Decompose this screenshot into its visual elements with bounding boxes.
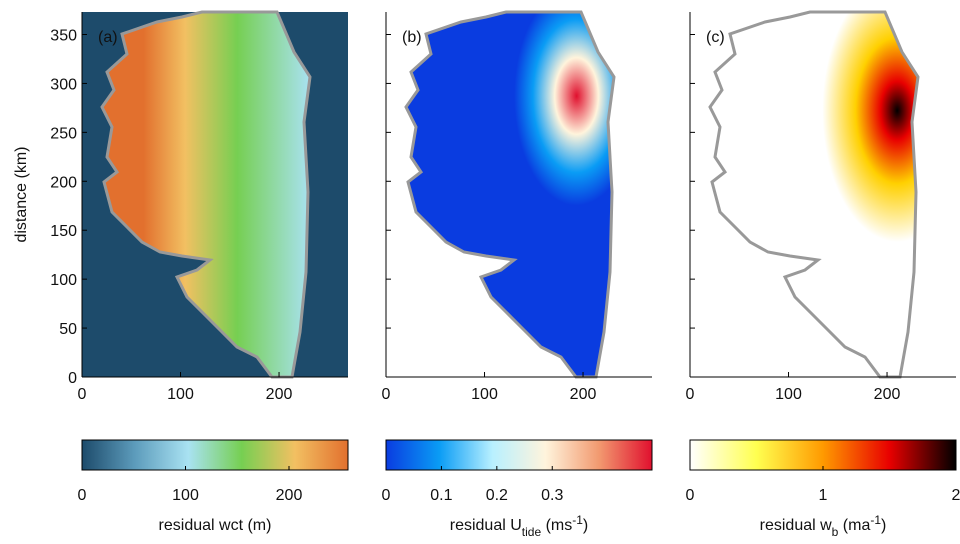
colorbar-label-part: residual wct (m) xyxy=(159,517,272,534)
colorbar-label-part: tide xyxy=(522,525,542,539)
x-tick-label: 200 xyxy=(266,386,293,403)
colorbar-label: residual Utide (ms-1) xyxy=(450,513,589,539)
colorbar-tick-label: 2 xyxy=(952,487,960,504)
y-tick-label: 100 xyxy=(50,272,77,289)
x-tick-label: 0 xyxy=(78,386,87,403)
colorbar xyxy=(385,439,653,471)
maps xyxy=(82,10,920,379)
y-tick-label: 0 xyxy=(68,370,77,387)
colorbar-label-part: b xyxy=(832,525,839,539)
colorbar-tick-label: 100 xyxy=(172,487,199,504)
y-tick-label: 300 xyxy=(50,76,77,93)
colorbar-label: residual wb (ma-1) xyxy=(760,513,887,539)
colorbar-label-part: residual w xyxy=(760,517,832,534)
colorbar-tick-label: 1 xyxy=(819,487,828,504)
panel-label: (b) xyxy=(402,29,422,46)
y-tick-label: 150 xyxy=(50,223,77,240)
x-tick-label: 0 xyxy=(382,386,391,403)
colorbar-label-part: (ma xyxy=(838,517,870,534)
map-a xyxy=(82,10,348,379)
colorbar-label-part: ) xyxy=(583,517,588,534)
panel-label: (c) xyxy=(706,29,725,46)
colorbar-tick-label: 200 xyxy=(276,487,303,504)
y-axis-label: distance (km) xyxy=(13,146,30,242)
colorbar-tick-label: 0 xyxy=(382,487,391,504)
x-tick-label: 100 xyxy=(775,386,802,403)
colorbar-tick-label: 0 xyxy=(686,487,695,504)
colorbar-label-part: residual U xyxy=(450,517,522,534)
x-tick-label: 100 xyxy=(471,386,498,403)
colorbar-label-part: -1 xyxy=(572,513,583,527)
map-c xyxy=(708,10,920,379)
colorbar-label: residual wct (m) xyxy=(159,517,272,534)
x-tick-label: 200 xyxy=(570,386,597,403)
colorbar xyxy=(81,439,349,471)
colorbar-tick-label: 0.2 xyxy=(486,487,508,504)
colorbar-label-part: -1 xyxy=(870,513,881,527)
y-tick-label: 50 xyxy=(59,321,77,338)
y-tick-label: 200 xyxy=(50,174,77,191)
x-tick-label: 0 xyxy=(686,386,695,403)
x-tick-label: 200 xyxy=(874,386,901,403)
map-b xyxy=(404,10,616,379)
y-tick-label: 350 xyxy=(50,28,77,45)
panel-label: (a) xyxy=(98,29,118,46)
y-tick-label: 250 xyxy=(50,125,77,142)
colorbar-tick-label: 0 xyxy=(78,487,87,504)
colorbar-tick-label: 0.1 xyxy=(430,487,452,504)
x-tick-label: 100 xyxy=(167,386,194,403)
colorbar-label-part: ) xyxy=(881,517,886,534)
colorbar-tick-label: 0.3 xyxy=(541,487,563,504)
colorbar-label-part: (ms xyxy=(541,517,572,534)
colorbar xyxy=(689,439,957,471)
